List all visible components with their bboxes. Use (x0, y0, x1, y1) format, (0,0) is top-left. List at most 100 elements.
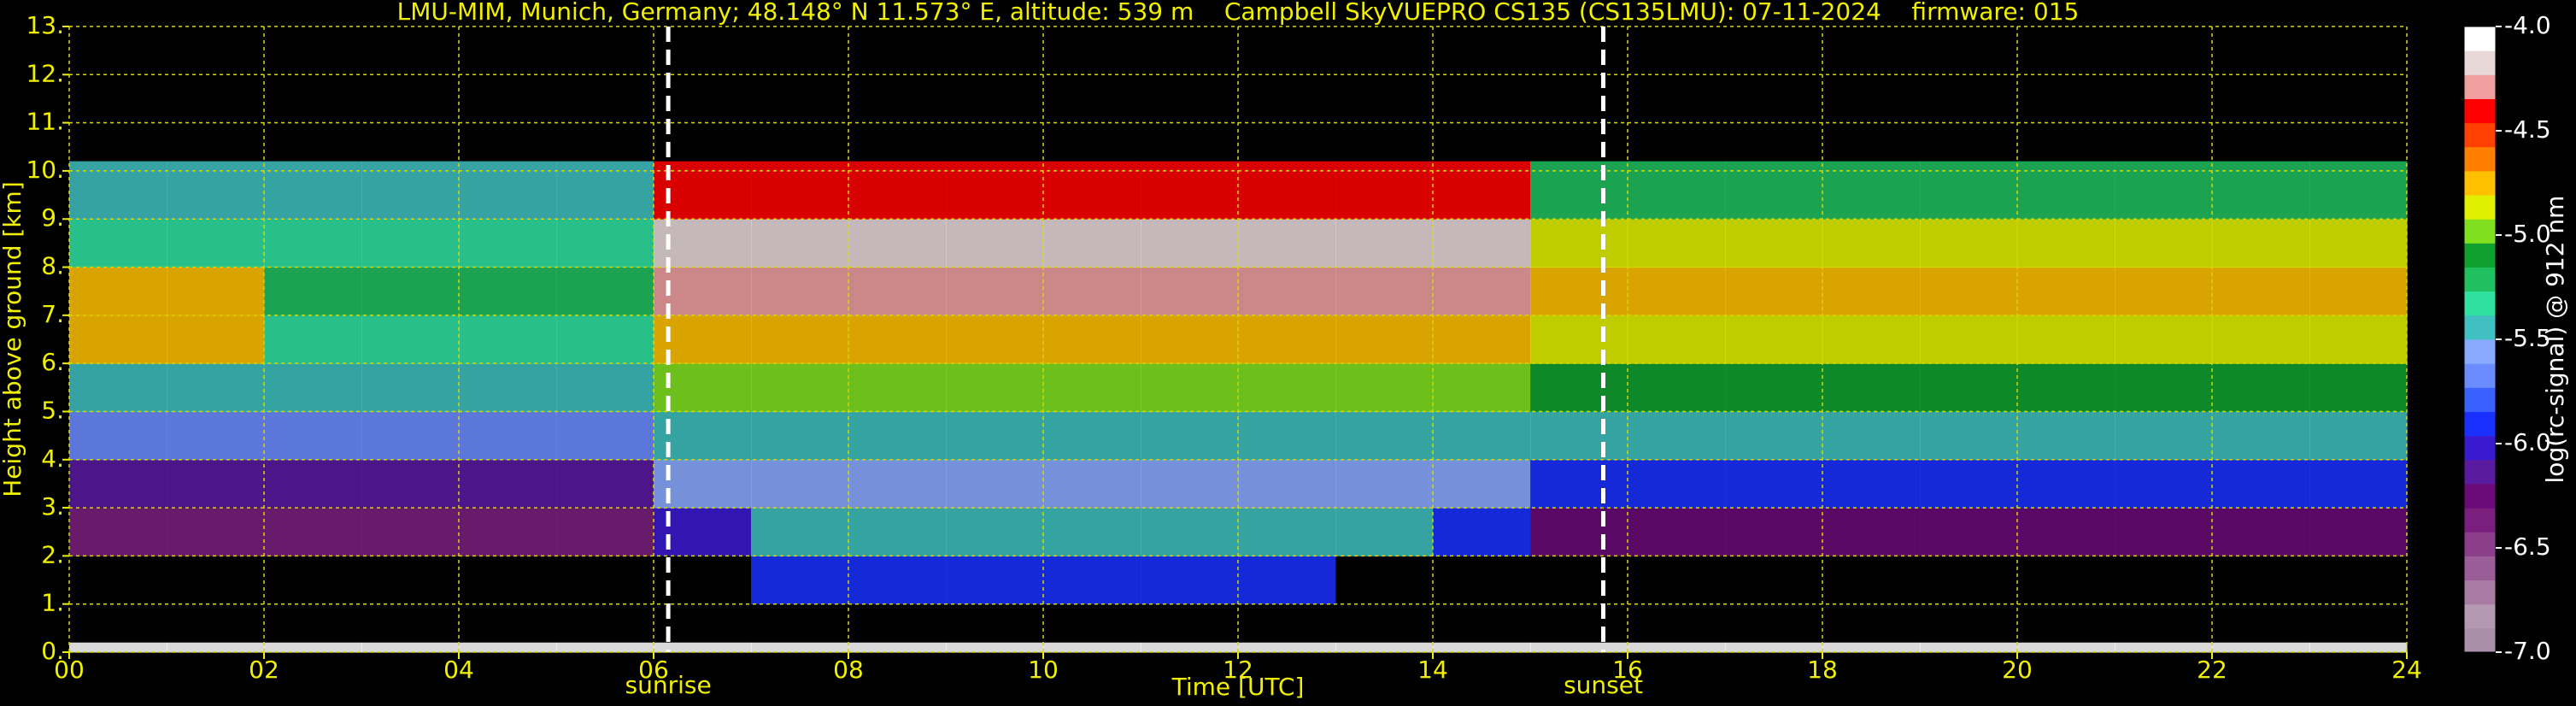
heatmap-cell (946, 411, 1044, 461)
heatmap-cell (1335, 459, 1434, 509)
heatmap-cell (2115, 219, 2213, 268)
colorbar-segment (2464, 339, 2496, 364)
colorbar-segment (2464, 26, 2496, 51)
heatmap-cell (2017, 161, 2115, 220)
heatmap-cell (2309, 219, 2408, 268)
heatmap-cell (459, 315, 557, 364)
heatmap-cell (1530, 508, 1628, 556)
heatmap-cell (1433, 363, 1531, 412)
y-tick-label: 7. (41, 300, 64, 328)
heatmap-cell (946, 459, 1044, 509)
heatmap-cell (848, 642, 947, 653)
x-tick-label: 08 (833, 656, 864, 684)
y-tick-label: 10. (26, 156, 64, 184)
heatmap-cell (1238, 508, 1336, 556)
heatmap-cell (1725, 219, 1823, 268)
colorbar-tick-label: -4.5 (2504, 115, 2551, 144)
heatmap-cell (2115, 363, 2213, 412)
heatmap-cell (1628, 459, 1726, 509)
heatmap-cell (361, 411, 460, 461)
heatmap-cell (1725, 508, 1823, 556)
heatmap-cell (1141, 508, 1239, 556)
heatmap-cell (2115, 459, 2213, 509)
annotation-label: sunset (1564, 671, 1643, 699)
y-tick-label: 5. (41, 396, 64, 424)
heatmap-cell (848, 411, 947, 461)
y-tick-label: 13. (26, 11, 64, 39)
heatmap-cell (361, 508, 460, 556)
heatmap-cell (459, 363, 557, 412)
heatmap-cell (1725, 642, 1823, 653)
y-tick-label: 6. (41, 348, 64, 376)
heatmap-cell (1920, 267, 2018, 316)
heatmap-cell (1433, 161, 1531, 220)
colorbar-segment (2464, 483, 2496, 509)
heatmap-cell (1043, 315, 1141, 364)
heatmap-cell (556, 459, 654, 509)
colorbar-segment (2464, 291, 2496, 316)
heatmap-cell (167, 219, 265, 268)
annotation-label: sunrise (625, 671, 712, 699)
colorbar-segment (2464, 195, 2496, 220)
heatmap-cell (1725, 267, 1823, 316)
heatmap-cell (751, 219, 849, 268)
heatmap-cell (2212, 315, 2310, 364)
heatmap-cell (2115, 315, 2213, 364)
heatmap-cell (1628, 508, 1726, 556)
heatmap-cell (1433, 267, 1531, 316)
colorbar-segment (2464, 532, 2496, 556)
heatmap-cell (167, 642, 265, 653)
colorbar-segment (2464, 387, 2496, 412)
heatmap-cell (1628, 315, 1726, 364)
y-tick-label: 0. (41, 637, 64, 665)
x-tick-label: 20 (2002, 656, 2033, 684)
heatmap-cell (556, 267, 654, 316)
heatmap-cell (1141, 315, 1239, 364)
heatmap-cell (848, 315, 947, 364)
heatmap-cell (361, 363, 460, 412)
y-tick-label: 3. (41, 492, 64, 521)
heatmap-cell (361, 161, 460, 220)
heatmap-cell (1822, 161, 1921, 220)
x-tick-label: 02 (249, 656, 279, 684)
heatmap-cell (946, 315, 1044, 364)
heatmap-cell (2309, 508, 2408, 556)
heatmap-cell (2212, 219, 2310, 268)
heatmap-cell (264, 411, 362, 461)
heatmap-cell (264, 315, 362, 364)
heatmap-cell (1725, 363, 1823, 412)
colorbar-segment (2464, 508, 2496, 532)
heatmap-cell (264, 267, 362, 316)
heatmap-cell (2212, 642, 2310, 653)
heatmap-cell (1530, 459, 1628, 509)
heatmap-cell (1628, 161, 1726, 220)
heatmap-cell (69, 315, 167, 364)
heatmap-cell (1433, 642, 1531, 653)
heatmap-cell (1335, 315, 1434, 364)
y-tick-label: 11. (26, 108, 64, 136)
heatmap-cell (459, 508, 557, 556)
heatmap-cell (1920, 363, 2018, 412)
heatmap-cell (1920, 161, 2018, 220)
heatmap-cell (69, 219, 167, 268)
heatmap-cell (2309, 459, 2408, 509)
heatmap-cell (167, 161, 265, 220)
x-tick-label: 18 (1807, 656, 1838, 684)
heatmap-cell (1920, 219, 2018, 268)
heatmap-cell (1043, 508, 1141, 556)
x-tick-label: 14 (1417, 656, 1448, 684)
heatmap-cell (751, 411, 849, 461)
heatmap-cell (264, 161, 362, 220)
heatmap-cell (459, 411, 557, 461)
heatmap-cell (361, 219, 460, 268)
heatmap-cell (167, 363, 265, 412)
heatmap-cell (1238, 556, 1336, 605)
heatmap-cell (2017, 219, 2115, 268)
heatmap-cell (361, 267, 460, 316)
heatmap-cell (848, 363, 947, 412)
heatmap-cell (264, 642, 362, 653)
colorbar-tick-label: -4.0 (2504, 11, 2551, 39)
heatmap-cell (167, 411, 265, 461)
heatmap-cell (1043, 556, 1141, 605)
heatmap-cell (1043, 161, 1141, 220)
